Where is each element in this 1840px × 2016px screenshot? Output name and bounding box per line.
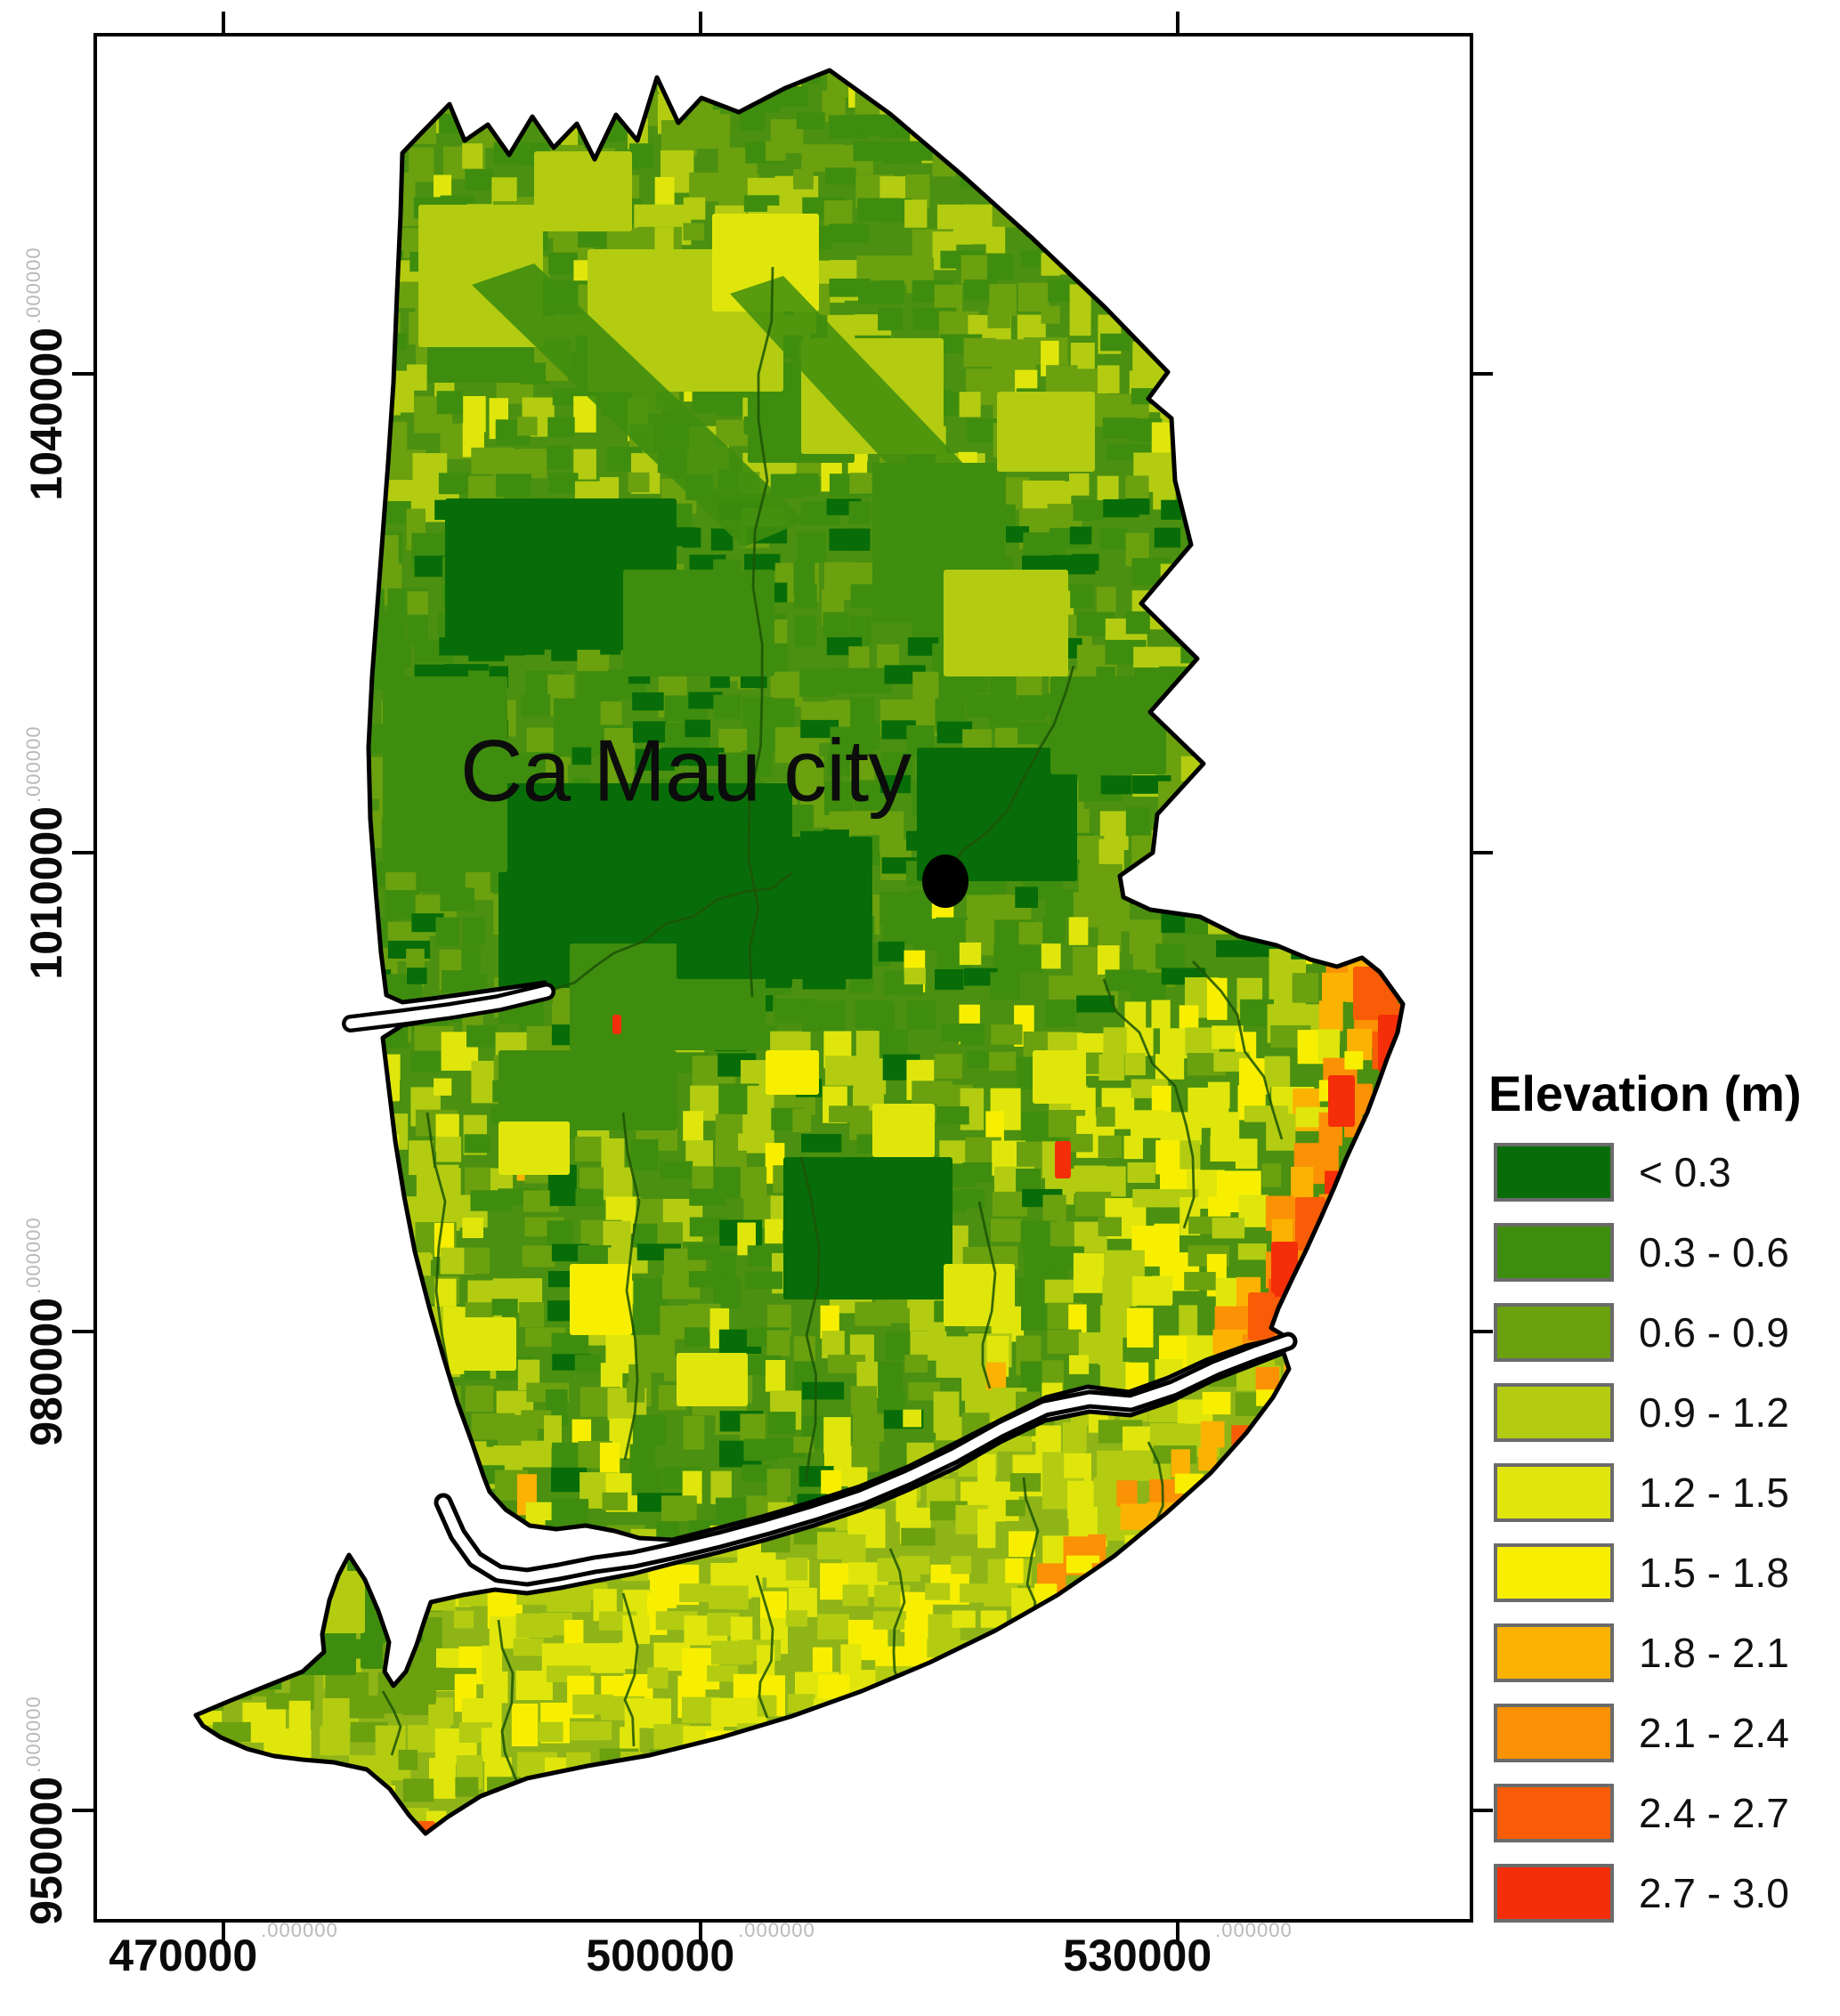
y-tick-superscript: .000000: [22, 247, 45, 324]
y-tick-superscript: .000000: [22, 725, 45, 803]
legend-row: 1.2 - 1.5: [1494, 1463, 1789, 1522]
y-tick-superscript: .000000: [22, 1217, 45, 1294]
legend-row: 0.9 - 1.2: [1494, 1383, 1789, 1442]
x-tick-superscript: .000000: [1215, 1919, 1293, 1941]
y-axis-label-950000: 950000 .000000: [15, 1668, 77, 1953]
y-axis-label-1010000: 1010000 .000000: [15, 710, 77, 995]
x-axis-label-470000: 470000 .000000: [109, 1921, 337, 1980]
legend-swatch: [1494, 1784, 1614, 1842]
legend-entry-label: 2.7 - 3.0: [1639, 1870, 1789, 1916]
legend-row: 0.6 - 0.9: [1494, 1303, 1789, 1362]
legend-swatch: [1494, 1864, 1614, 1923]
y-tick-superscript: .000000: [22, 1696, 45, 1773]
legend-entry-label: 0.6 - 0.9: [1639, 1309, 1789, 1356]
legend-row: 2.7 - 3.0: [1494, 1864, 1789, 1923]
legend-row: 2.4 - 2.7: [1494, 1784, 1789, 1842]
x-tick-value: 500000: [586, 1931, 735, 1980]
legend-entry-label: 0.3 - 0.6: [1639, 1229, 1789, 1275]
y-tick-value: 1010000: [21, 806, 71, 980]
y-axis-label-980000: 980000 .000000: [15, 1189, 77, 1474]
legend-swatch: [1494, 1383, 1614, 1442]
city-label: Ca Mau city: [459, 721, 912, 820]
y-tick-value: 1040000: [21, 327, 71, 501]
legend-row: 1.8 - 2.1: [1494, 1623, 1789, 1682]
legend-swatch: [1494, 1463, 1614, 1522]
y-axis-label-1040000: 1040000 .000000: [15, 231, 77, 516]
x-axis-label-500000: 500000 .000000: [586, 1921, 815, 1980]
province-south-outline: [193, 1350, 1292, 1836]
legend-swatch: [1494, 1704, 1614, 1762]
axis-ticks: [72, 12, 1493, 1944]
legend-swatch: [1494, 1143, 1614, 1202]
legend-entry-label: < 0.3: [1639, 1149, 1731, 1195]
legend-swatch: [1494, 1223, 1614, 1282]
legend-entry-label: 2.4 - 2.7: [1639, 1790, 1789, 1836]
legend-swatch: [1494, 1623, 1614, 1682]
legend-row: 1.5 - 1.8: [1494, 1543, 1789, 1602]
legend: Elevation (m) < 0.3 0.3 - 0.6 0.6 - 0.9 …: [1488, 1065, 1836, 1923]
legend-row: 0.3 - 0.6: [1494, 1223, 1789, 1282]
legend-entry-label: 0.9 - 1.2: [1639, 1389, 1789, 1436]
x-tick-superscript: .000000: [738, 1919, 815, 1941]
x-axis-label-530000: 530000 .000000: [1063, 1921, 1292, 1980]
x-tick-superscript: .000000: [261, 1919, 338, 1941]
legend-entry-label: 1.2 - 1.5: [1639, 1469, 1789, 1516]
map-frame: [93, 33, 1473, 1923]
legend-swatch: [1494, 1543, 1614, 1602]
legend-entry-label: 1.5 - 1.8: [1639, 1550, 1789, 1596]
river-water-south: [438, 1336, 1293, 1583]
x-tick-value: 470000: [109, 1931, 258, 1980]
x-tick-value: 530000: [1063, 1931, 1212, 1980]
legend-title: Elevation (m): [1488, 1065, 1802, 1121]
river-water-northwest: [345, 986, 552, 1029]
legend-swatch: [1494, 1303, 1614, 1362]
city-marker: [922, 854, 969, 908]
legend-row: 2.1 - 2.4: [1494, 1704, 1789, 1762]
y-tick-value: 980000: [21, 1297, 71, 1446]
legend-row: < 0.3: [1494, 1143, 1731, 1202]
y-tick-value: 950000: [21, 1776, 71, 1925]
legend-entry-label: 1.8 - 2.1: [1639, 1630, 1789, 1676]
legend-entry-label: 2.1 - 2.4: [1639, 1710, 1789, 1756]
